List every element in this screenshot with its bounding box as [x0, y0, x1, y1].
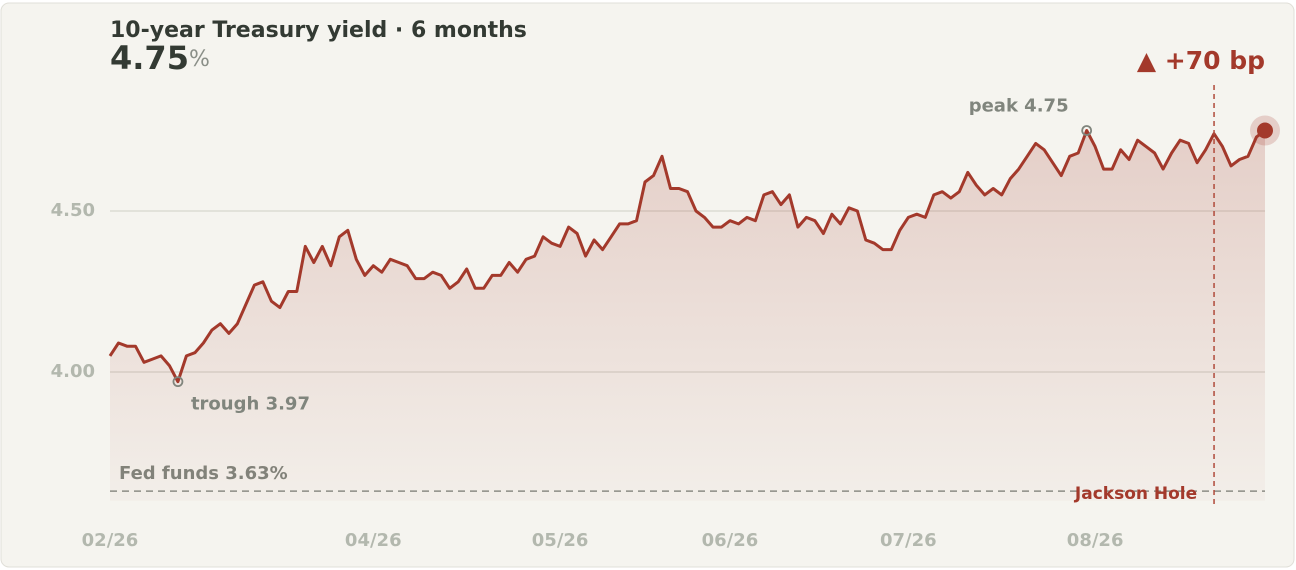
y-tick-label: 4.00 — [51, 361, 95, 382]
current-number: 4.75 — [110, 39, 189, 77]
change-label: ▲ +70 bp — [1137, 46, 1265, 75]
x-tick-label: 07/26 — [880, 530, 937, 551]
event-label: Jackson Hole — [1074, 484, 1197, 504]
x-tick-label: 06/26 — [702, 530, 759, 551]
trough-label: trough 3.97 — [191, 394, 310, 415]
chart-title: 10-year Treasury yield · 6 months — [110, 18, 527, 43]
line — [108, 129, 1266, 384]
current-unit: % — [189, 47, 210, 72]
last-point — [1257, 122, 1273, 139]
peak-label: peak 4.75 — [969, 96, 1069, 117]
x-tick-label: 08/26 — [1067, 530, 1124, 551]
x-tick-label: 05/26 — [532, 530, 589, 551]
y-tick-label: 4.50 — [51, 200, 95, 221]
current-value: 4.75% — [110, 39, 210, 77]
x-tick-label: 04/26 — [345, 530, 402, 551]
peak-marker — [1081, 125, 1093, 136]
trough-marker — [172, 376, 184, 388]
x-tick-label: 02/26 — [82, 530, 139, 551]
area — [110, 130, 1265, 501]
